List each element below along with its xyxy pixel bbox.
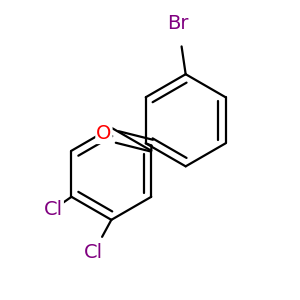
Text: Cl: Cl <box>44 200 63 219</box>
Text: Br: Br <box>167 14 189 33</box>
Text: O: O <box>96 124 112 143</box>
Text: Cl: Cl <box>84 243 103 262</box>
